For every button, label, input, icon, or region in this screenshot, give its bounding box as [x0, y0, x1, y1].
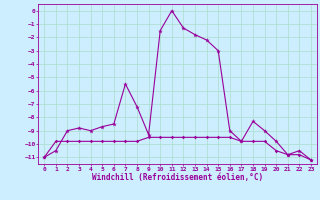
X-axis label: Windchill (Refroidissement éolien,°C): Windchill (Refroidissement éolien,°C): [92, 173, 263, 182]
